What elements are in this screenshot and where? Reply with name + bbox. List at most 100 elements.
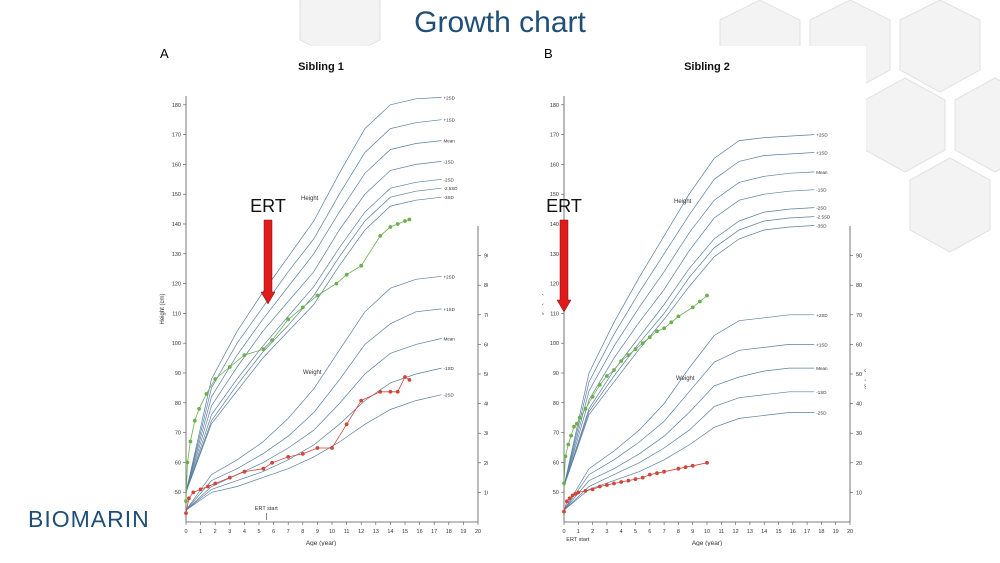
weight-data-point: [640, 475, 645, 480]
y-axis-label-weight: Weight (kg): [864, 359, 866, 390]
height-data-point: [407, 217, 412, 222]
weight-data-point: [187, 496, 191, 501]
weight-data-point: [619, 480, 624, 484]
height-sd-label: -3SD: [816, 223, 827, 228]
height-reference-curve: [185, 196, 442, 493]
weight-reference-curve: [563, 391, 815, 511]
chart-title: Sibling 1: [298, 61, 344, 73]
height-data-point: [569, 433, 573, 438]
y-tick-label: 130: [172, 252, 181, 258]
weight-data-point: [573, 492, 578, 496]
x-tick-label: 3: [605, 529, 608, 535]
height-sd-label: -3SD: [444, 195, 455, 200]
weight-sd-label: +1SD: [444, 307, 456, 312]
height-data-point: [647, 335, 652, 340]
weight-tick-label: 40: [856, 402, 862, 408]
x-tick-label: 20: [847, 529, 853, 535]
height-data-point: [640, 341, 645, 346]
height-sd-label: +1SD: [444, 118, 456, 123]
height-data-point: [577, 415, 582, 420]
x-tick-label: 11: [718, 529, 724, 535]
weight-reference-curve: [185, 338, 442, 511]
weight-tick-label: 70: [484, 313, 488, 319]
x-tick-label: 15: [402, 529, 408, 535]
weight-tick-label: 60: [484, 342, 488, 348]
x-tick-label: 9: [316, 529, 319, 535]
x-tick-label: 3: [228, 529, 231, 535]
weight-data-point: [683, 465, 688, 470]
weight-data-point: [662, 469, 666, 474]
height-data-point: [403, 219, 407, 223]
weight-sd-label: -2SD: [816, 410, 827, 415]
x-tick-label: 8: [677, 529, 680, 535]
weight-reference-curve: [563, 314, 815, 511]
weight-tick-label: 20: [484, 461, 488, 467]
weight-data-point: [261, 466, 266, 471]
height-data-point: [575, 421, 579, 426]
height-reference-curve: [185, 119, 442, 493]
chart-panel-sibling-1: A Sibling 1 0 1 2 3 4 5 6 7 8 9 10 11 12 13 14 15 16 17 18 1…: [158, 46, 498, 547]
weight-data-point: [633, 477, 638, 481]
ert-arrow: [556, 219, 572, 313]
y-tick-label: 170: [550, 133, 559, 139]
height-data-point: [197, 406, 201, 411]
y-tick-label: 80: [553, 401, 559, 407]
x-axis-label: Age (year): [692, 540, 722, 546]
ert-start-label: ERT start: [255, 506, 278, 512]
y-axis-label-height: Height (cm): [542, 293, 544, 324]
x-tick-label: 7: [663, 529, 666, 535]
weight-data-point: [300, 452, 305, 456]
x-tick-label: 2: [214, 529, 217, 535]
weight-data-point: [315, 446, 320, 450]
weight-data-point: [191, 490, 196, 495]
y-tick-label: 90: [175, 371, 181, 377]
weight-data-point: [395, 389, 400, 394]
height-sd-label: +2SD: [816, 133, 828, 138]
height-reference-curve: [185, 97, 442, 493]
height-data-point: [242, 353, 247, 357]
weight-data-point: [270, 460, 274, 465]
growth-chart-sibling-1: Sibling 10 1 2 3 4 5 6 7 8 9 10 11 12 13 14 15 16 17 18 19 2…: [160, 61, 498, 547]
height-data-point: [590, 394, 595, 399]
weight-data-point: [676, 466, 681, 471]
weight-tick-label: 70: [856, 313, 862, 319]
height-reference-curve: [563, 152, 815, 487]
height-data-point: [227, 365, 232, 369]
weight-reference-curve: [185, 367, 442, 511]
height-data-point: [395, 222, 400, 226]
height-reference-curve: [185, 178, 442, 493]
height-reference-curve: [185, 140, 442, 493]
y-tick-label: 90: [553, 371, 559, 377]
ert-annotation-label: ERT: [546, 196, 582, 216]
y-tick-label: 150: [550, 192, 559, 198]
y-tick-label: 80: [175, 401, 181, 407]
weight-tick-label: 10: [856, 490, 862, 496]
weight-tick-label: 30: [484, 431, 488, 437]
x-tick-label: 12: [733, 529, 739, 535]
weight-data-point: [690, 463, 695, 468]
x-tick-label: 5: [257, 529, 260, 535]
x-tick-label: 6: [272, 529, 275, 535]
height-data-point: [676, 314, 681, 319]
y-tick-label: 170: [172, 133, 181, 139]
weight-tick-label: 20: [856, 461, 862, 467]
height-data-point: [583, 406, 588, 411]
weight-data-point: [330, 446, 334, 450]
x-tick-label: 1: [577, 529, 580, 535]
x-tick-label: 16: [417, 529, 423, 535]
height-data-point: [597, 383, 602, 387]
weight-reference-curve: [563, 344, 815, 511]
height-data-point: [566, 442, 571, 447]
x-tick-label: 19: [460, 529, 466, 535]
y-tick-label: 70: [175, 431, 181, 437]
panel-letter: A: [160, 46, 169, 61]
weight-tick-label: 80: [856, 283, 862, 289]
weight-tick-label: 50: [856, 372, 862, 378]
logo-text: BIOMARIN: [28, 506, 150, 532]
height-data-point: [378, 234, 383, 238]
chart-title: Sibling 2: [684, 61, 730, 73]
weight-tick-label: 10: [484, 490, 488, 496]
height-reference-curve: [563, 134, 815, 487]
weight-data-point: [583, 489, 588, 493]
x-tick-label: 20: [475, 529, 481, 535]
